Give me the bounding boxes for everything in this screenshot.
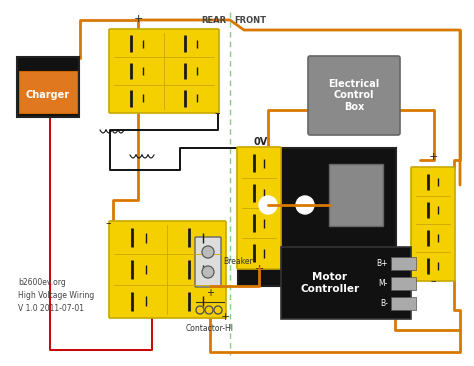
- FancyBboxPatch shape: [195, 237, 221, 287]
- FancyBboxPatch shape: [411, 167, 455, 281]
- FancyBboxPatch shape: [392, 296, 417, 310]
- FancyBboxPatch shape: [308, 56, 400, 135]
- Text: +: +: [255, 264, 264, 274]
- Circle shape: [202, 266, 214, 278]
- Text: M-: M-: [379, 279, 388, 288]
- Text: Motor
Controller: Motor Controller: [301, 272, 360, 294]
- Text: –: –: [430, 276, 436, 286]
- Text: B+: B+: [376, 258, 388, 268]
- FancyBboxPatch shape: [238, 148, 396, 286]
- FancyBboxPatch shape: [19, 71, 77, 113]
- Text: REAR: REAR: [201, 16, 226, 25]
- Text: FRONT: FRONT: [234, 16, 266, 25]
- Text: High Voltage Wiring: High Voltage Wiring: [18, 291, 94, 300]
- FancyBboxPatch shape: [109, 221, 226, 318]
- Text: 0V: 0V: [254, 137, 268, 147]
- FancyBboxPatch shape: [281, 247, 411, 319]
- Circle shape: [202, 246, 214, 258]
- Text: –: –: [214, 108, 219, 118]
- Text: B-: B-: [380, 299, 388, 307]
- FancyBboxPatch shape: [17, 57, 79, 117]
- Text: Charger: Charger: [26, 90, 70, 100]
- Text: –: –: [105, 218, 110, 228]
- FancyBboxPatch shape: [109, 29, 219, 113]
- Circle shape: [296, 196, 314, 214]
- FancyBboxPatch shape: [392, 276, 417, 290]
- Text: +: +: [428, 152, 438, 162]
- Circle shape: [259, 196, 277, 214]
- Text: Breaker: Breaker: [223, 258, 253, 266]
- Text: Contactor-HI: Contactor-HI: [186, 324, 234, 333]
- Text: +: +: [133, 14, 143, 24]
- FancyBboxPatch shape: [329, 164, 383, 226]
- Text: b2600ev.org: b2600ev.org: [18, 278, 66, 287]
- Text: +: +: [221, 312, 230, 322]
- Text: V 1.0 2011-07-01: V 1.0 2011-07-01: [18, 304, 84, 313]
- Text: +: +: [206, 288, 214, 298]
- FancyBboxPatch shape: [237, 147, 281, 269]
- Text: Electrical
Control
Box: Electrical Control Box: [328, 79, 380, 112]
- FancyBboxPatch shape: [392, 257, 417, 269]
